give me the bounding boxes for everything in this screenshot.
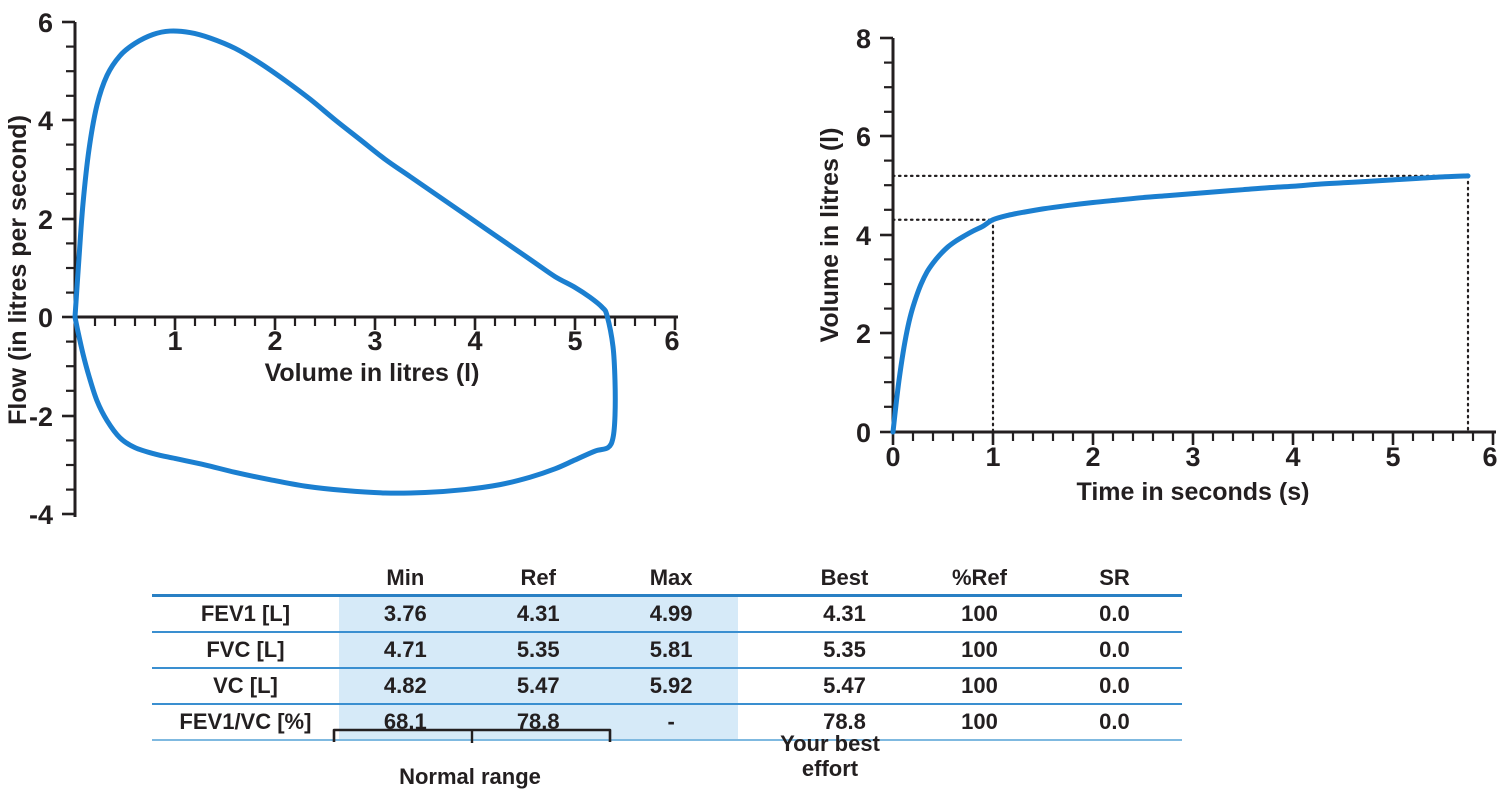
- fv-xtick-6: 6: [664, 326, 679, 356]
- header-pref: %Ref: [951, 565, 1007, 590]
- table-annotations: Normal range Your best effort: [0, 726, 1500, 801]
- volume-time-y-ticks: [880, 36, 893, 434]
- fv-ytick-2: 2: [38, 205, 53, 235]
- fv-ytick-6: 6: [38, 8, 53, 38]
- fv-xtick-5: 5: [567, 326, 582, 356]
- volume-time-x-ticks: [891, 432, 1495, 445]
- best-effort-line-1: Your best: [780, 731, 880, 756]
- cell-param-0: FEV1 [L]: [152, 594, 339, 632]
- volume-time-chart: 8 6 4 2 0 0 1 2 3 4 5 6 Time in seconds …: [790, 0, 1500, 520]
- cell-param-1: FVC [L]: [152, 631, 339, 668]
- vt-ytick-6: 6: [856, 122, 871, 152]
- cell-sr-3: 0.0: [1046, 703, 1182, 741]
- flow-volume-y-minor-ticks: [66, 45, 75, 491]
- cell-min-3: 68.1: [338, 703, 472, 741]
- vt-ytick-8: 8: [856, 24, 871, 54]
- flow-volume-x-axis-title: Volume in litres (l): [265, 359, 480, 387]
- vt-xtick-5: 5: [1385, 442, 1400, 472]
- table-header-row: Min Ref Max Best %Ref SR: [152, 562, 1182, 596]
- cell-max-3: -: [604, 703, 738, 741]
- cell-pref-2: 100: [911, 667, 1047, 704]
- cell-param-2: VC [L]: [152, 667, 339, 704]
- vt-xtick-4: 4: [1285, 442, 1300, 472]
- header-ref: Ref: [520, 565, 556, 590]
- header-sr: SR: [1099, 565, 1130, 590]
- cell-spacer-1: [737, 631, 778, 668]
- vt-xtick-2: 2: [1085, 442, 1100, 472]
- volume-time-guide-lines: [891, 174, 1470, 434]
- fv-xtick-3: 3: [367, 326, 382, 356]
- fv-ytick-m4: -4: [29, 500, 53, 530]
- cell-spacer-3: [737, 703, 778, 741]
- cell-max-1: 5.81: [604, 631, 738, 668]
- cell-spacer-2: [737, 667, 778, 704]
- header-best: Best: [820, 565, 869, 590]
- flow-volume-y-axis-title: Flow (in litres per second): [4, 115, 32, 425]
- cell-pref-3: 100: [911, 703, 1047, 741]
- cell-sr-0: 0.0: [1046, 594, 1182, 632]
- cell-param-3: FEV1/VC [%]: [152, 703, 339, 741]
- vt-xtick-1: 1: [985, 442, 1000, 472]
- cell-min-1: 4.71: [338, 631, 472, 668]
- best-effort-caption: Your best effort: [760, 731, 900, 782]
- cell-ref-0: 4.31: [471, 594, 605, 632]
- spirometry-results-table: Min Ref Max Best %Ref SR FEV1 [L] 3.76 4.3…: [152, 562, 1182, 741]
- table-row: FEV1 [L] 3.76 4.31 4.99 4.31 100 0.0: [152, 594, 1182, 632]
- vt-xtick-3: 3: [1185, 442, 1200, 472]
- cell-max-0: 4.99: [604, 594, 738, 632]
- header-param: [152, 562, 339, 596]
- cell-pref-0: 100: [911, 594, 1047, 632]
- normal-range-brace: [332, 728, 612, 743]
- table-row: FEV1/VC [%] 68.1 78.8-78.8 100 0.0: [152, 703, 1182, 741]
- flow-volume-loop-curve: [72, 28, 618, 496]
- cell-best-1: 5.35: [777, 631, 912, 668]
- vt-xtick-6: 6: [1482, 442, 1497, 472]
- vt-ytick-4: 4: [856, 221, 871, 251]
- vt-ytick-0: 0: [856, 418, 871, 448]
- cell-best-0: 4.31: [777, 594, 912, 632]
- best-effort-line-2: effort: [801, 756, 859, 782]
- vt-ytick-2: 2: [856, 319, 871, 349]
- cell-min-0: 3.76: [338, 594, 472, 632]
- fv-ytick-m2: -2: [29, 402, 53, 432]
- fv-ytick-4: 4: [38, 106, 53, 136]
- cell-sr-2: 0.0: [1046, 667, 1182, 704]
- cell-best-2: 5.47: [777, 667, 912, 704]
- cell-ref-2: 5.47: [471, 667, 605, 704]
- volume-time-y-axis-title: Volume in litres (l): [816, 128, 844, 343]
- volume-time-x-axis-title: Time in seconds (s): [1077, 478, 1310, 506]
- cell-min-2: 4.82: [338, 667, 472, 704]
- cell-best-3: 78.8: [777, 703, 912, 741]
- flow-volume-chart: 6 4 2 0 -2 -4 1 2 3 4 5 6 Volume in litr…: [0, 0, 740, 545]
- header-min: Min: [386, 565, 425, 590]
- vt-xtick-0: 0: [885, 442, 900, 472]
- fv-xtick-1: 1: [167, 326, 182, 356]
- flow-volume-x-ticks: [73, 317, 677, 330]
- cell-spacer-0: [737, 594, 778, 632]
- fv-xtick-4: 4: [467, 326, 482, 356]
- volume-time-curve-path: [890, 173, 1471, 435]
- fv-xtick-2: 2: [267, 326, 282, 356]
- fv-ytick-0: 0: [38, 303, 53, 333]
- cell-ref-1: 5.35: [471, 631, 605, 668]
- header-max: Max: [649, 565, 693, 590]
- cell-max-2: 5.92: [604, 667, 738, 704]
- cell-pref-1: 100: [911, 631, 1047, 668]
- flow-volume-y-major-ticks: [62, 20, 75, 516]
- cell-sr-1: 0.0: [1046, 631, 1182, 668]
- table-row: FVC [L] 4.71 5.35 5.81 5.35 100 0.0: [152, 631, 1182, 668]
- normal-range-caption: Normal range: [399, 764, 541, 789]
- table-row: VC [L] 4.82 5.47 5.92 5.47 100 0.0: [152, 667, 1182, 704]
- header-gap: [738, 562, 777, 596]
